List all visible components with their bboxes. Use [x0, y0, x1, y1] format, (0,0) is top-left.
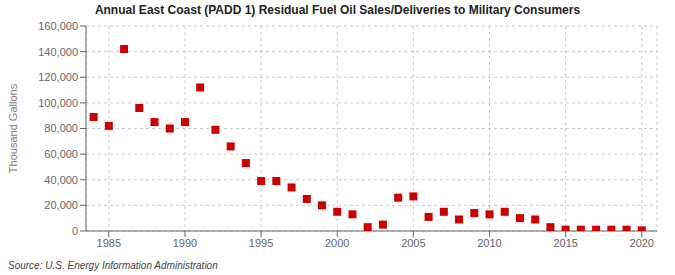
svg-text:140,000: 140,000 — [38, 46, 78, 58]
svg-text:2005: 2005 — [401, 237, 425, 249]
svg-text:2015: 2015 — [553, 237, 577, 249]
svg-text:120,000: 120,000 — [38, 71, 78, 83]
svg-text:2000: 2000 — [325, 237, 349, 249]
svg-text:160,000: 160,000 — [38, 20, 78, 32]
svg-text:60,000: 60,000 — [44, 148, 78, 160]
svg-text:1990: 1990 — [173, 237, 197, 249]
svg-text:100,000: 100,000 — [38, 97, 78, 109]
svg-text:20,000: 20,000 — [44, 199, 78, 211]
html-text:Source: U.S. Energy Informatio: Source: U.S. Energy Information Administ… — [8, 260, 218, 271]
svg-text:1985: 1985 — [97, 237, 121, 249]
svg-text:0: 0 — [72, 225, 78, 237]
svg-text:1995: 1995 — [249, 237, 273, 249]
svg-text:40,000: 40,000 — [44, 174, 78, 186]
html-text:Annual East Coast (PADD 1) Res: Annual East Coast (PADD 1) Residual Fuel… — [94, 3, 581, 17]
svg-text:2020: 2020 — [630, 237, 654, 249]
svg-text:2010: 2010 — [477, 237, 501, 249]
svg-text:80,000: 80,000 — [44, 122, 78, 134]
svg-text:Thousand Gallons: Thousand Gallons — [8, 83, 19, 173]
